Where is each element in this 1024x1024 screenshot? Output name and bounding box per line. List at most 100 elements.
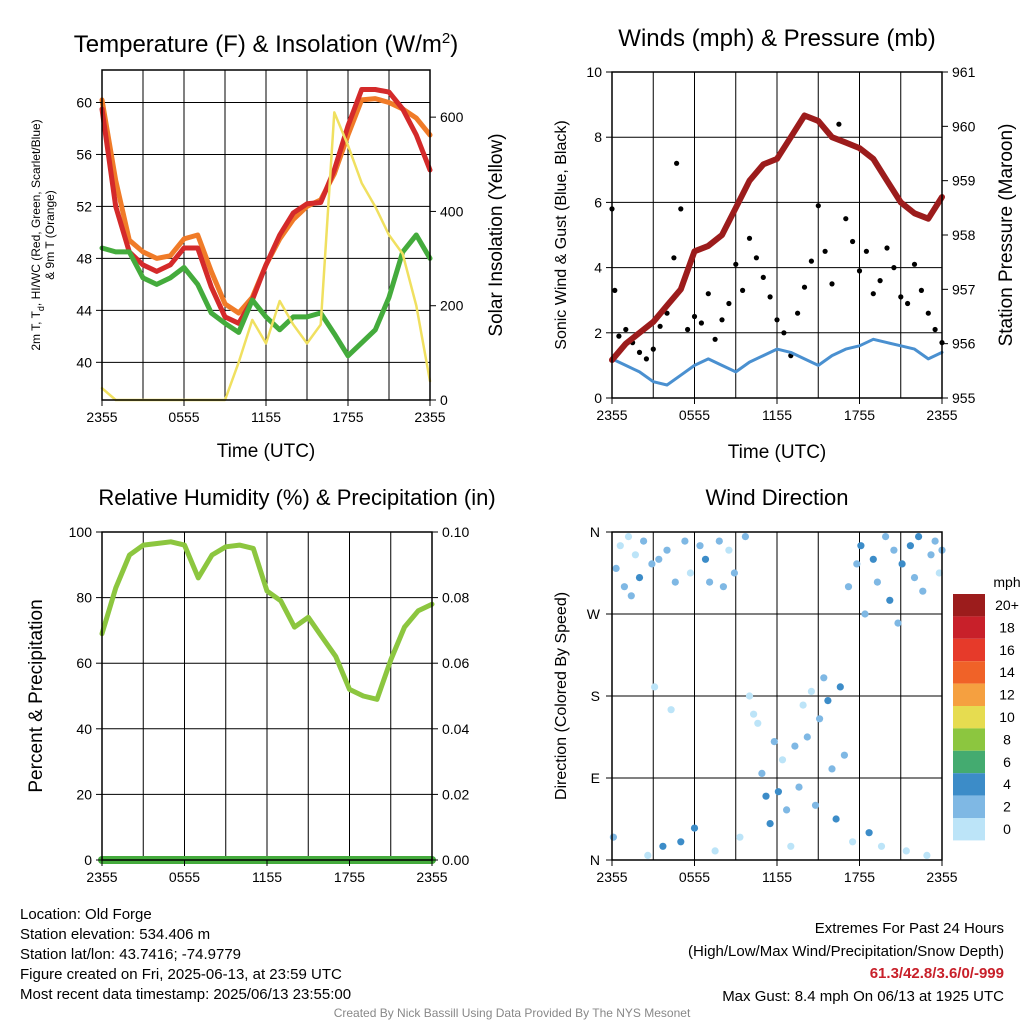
dir-point	[816, 715, 824, 723]
wind-gust-point	[616, 333, 622, 339]
wind-y-tick-label: 2	[594, 325, 602, 341]
extremes-values: 61.3/42.8/3.6/0/-999	[869, 965, 1004, 982]
dir-point	[849, 838, 857, 846]
dir-point	[758, 769, 766, 778]
wind-gust-point	[836, 121, 842, 127]
wind-gust-point	[911, 261, 918, 267]
wind-gust-point	[918, 287, 925, 293]
dir-point	[774, 788, 783, 796]
dir-point	[861, 610, 869, 618]
dir-x-tick-label: 2355	[596, 869, 627, 885]
wind-y2-tick-label: 955	[952, 390, 976, 406]
dir-point	[873, 578, 882, 586]
dir-point	[778, 756, 787, 764]
dir-point	[828, 765, 836, 773]
dir-point	[624, 533, 633, 541]
wind-gust-point	[671, 255, 677, 261]
temp-chart-title: Temperature (F) & Insolation (W/m2)	[74, 30, 458, 58]
dir-legend-swatch	[953, 616, 985, 639]
wind-y-tick-label: 0	[594, 390, 602, 406]
wind-gust-point	[932, 326, 938, 333]
dir-point	[923, 851, 931, 860]
rh-y2-tick-label: 0.02	[442, 786, 469, 802]
wind-gust-point	[884, 245, 890, 251]
wind-y-tick-label: 6	[594, 194, 602, 210]
dir-point	[648, 560, 656, 568]
dir-point	[869, 555, 877, 563]
temp-y2-tick-label: 200	[440, 298, 464, 314]
dir-point	[783, 806, 791, 814]
rh-x-tick-label: 0555	[169, 869, 200, 885]
dir-legend-swatch	[953, 661, 985, 684]
rh-y-tick-label: 40	[76, 721, 92, 737]
dir-point	[711, 847, 719, 855]
wind-y2-tick-label: 959	[952, 173, 976, 189]
dir-y-tick-label: N	[590, 852, 600, 868]
rh-y2-tick-label: 0.08	[442, 590, 469, 606]
wind-series-1	[609, 112, 945, 363]
wind-gust-point	[877, 278, 883, 284]
credit-text: Created By Nick Bassill Using Data Provi…	[333, 1006, 691, 1020]
wind-gust-point	[650, 346, 656, 352]
dir-point	[886, 596, 894, 604]
wind-y-axis-label: Sonic Wind & Gust (Blue, Black)	[553, 120, 570, 349]
wind-y2-axis-label: Station Pressure (Maroon)	[996, 124, 1017, 347]
dir-legend-label: 4	[1003, 776, 1011, 792]
wind-gust-point	[691, 313, 698, 320]
recent-text: Most recent data timestamp: 2025/06/13 2…	[20, 986, 352, 1003]
dir-point	[701, 555, 710, 563]
dir-point	[725, 546, 733, 554]
dir-legend-label: 20+	[995, 597, 1019, 613]
dir-x-tick-label: 1155	[762, 869, 792, 885]
extremes-info: Extremes For Past 24 Hours (High/Low/Max…	[688, 918, 1004, 1008]
dir-legend-swatch	[953, 728, 985, 751]
wind-gust-point	[746, 235, 753, 241]
wind-gust-point	[705, 291, 711, 297]
dir-legend-title: mph	[993, 574, 1020, 590]
wind-gust-point	[863, 248, 870, 254]
dir-legend-swatch	[953, 638, 985, 662]
wind-gust-point	[685, 326, 691, 333]
wind-gust-point	[719, 317, 725, 323]
dir-point	[877, 842, 886, 850]
temp-y2-axis-label: Solar Insolation (Yellow)	[486, 133, 507, 336]
wind-gust-point	[829, 281, 835, 287]
dir-point	[663, 546, 671, 554]
wind-gust-point	[664, 310, 670, 316]
dir-point	[681, 537, 689, 545]
wind-x-tick-label: 1155	[762, 407, 792, 423]
dir-point	[715, 537, 723, 545]
dir-point	[612, 564, 620, 573]
dir-point	[844, 583, 853, 591]
dir-legend-swatch	[953, 795, 985, 818]
wind-gust-point	[774, 317, 780, 323]
dir-legend-label: 10	[999, 709, 1015, 725]
wind-gust-point	[925, 310, 931, 316]
dir-y-tick-label: N	[590, 524, 600, 540]
temp-y2-tick-label: 400	[440, 203, 464, 219]
rh-y-tick-label: 20	[76, 786, 92, 802]
dir-legend-label: 2	[1003, 799, 1011, 815]
dir-point	[667, 706, 675, 714]
rh-chart-title: Relative Humidity (%) & Precipitation (i…	[98, 485, 495, 510]
dir-legend-swatch	[953, 594, 985, 617]
wind-gust-point	[612, 287, 618, 293]
dir-point	[857, 542, 865, 550]
rh-y-tick-label: 0	[84, 852, 92, 868]
dir-legend-label: 6	[1003, 754, 1011, 770]
wind-chart-title: Winds (mph) & Pressure (mb)	[618, 25, 935, 52]
temp-y-axis-label-line2: & 9m T (Orange)	[43, 190, 57, 280]
extremes-title: Extremes For Past 24 Hours	[814, 920, 1004, 937]
dir-point	[677, 838, 685, 846]
dir-point	[754, 719, 762, 727]
temp-y-tick-label: 48	[76, 250, 92, 266]
rh-y2-tick-label: 0.00	[442, 852, 469, 868]
dir-legend-label: 14	[999, 664, 1015, 680]
wind-y-tick-label: 8	[594, 129, 602, 145]
wind-y2-tick-label: 960	[952, 118, 976, 134]
wind-y2-tick-label: 961	[952, 64, 976, 80]
wind-gust-point	[898, 294, 904, 300]
dir-point	[762, 792, 770, 800]
wind-gust-point	[795, 310, 801, 316]
wind-gust-point	[781, 330, 787, 336]
